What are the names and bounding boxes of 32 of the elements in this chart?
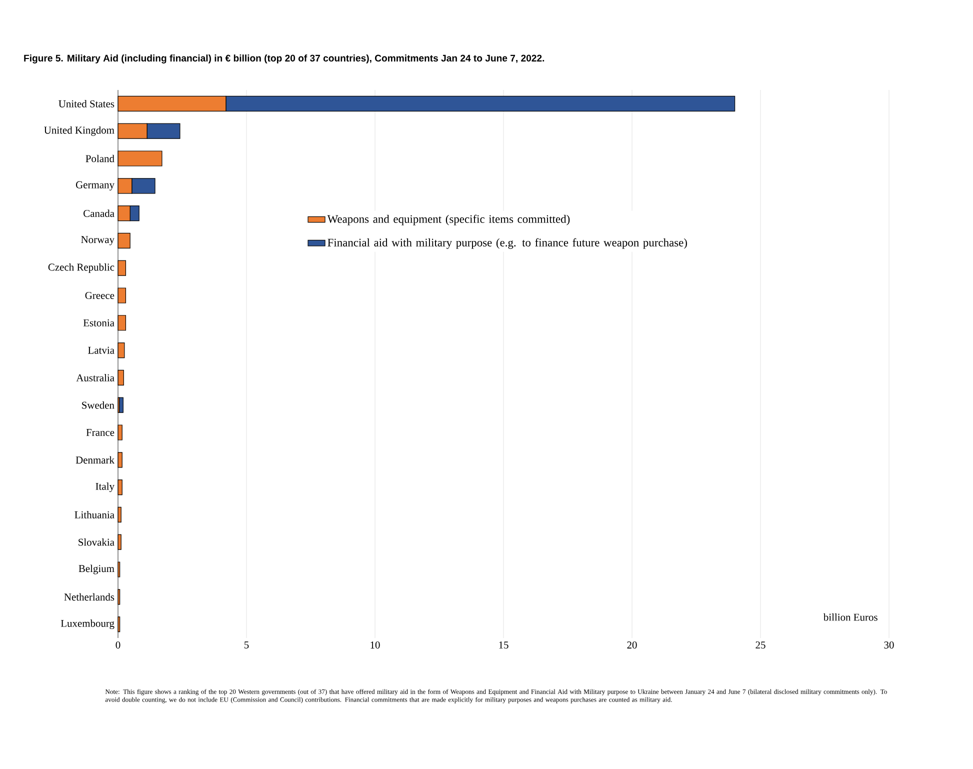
y-tick-label: Latvia — [88, 346, 114, 354]
y-tick-label: Norway — [81, 236, 114, 246]
y-tick-label: France — [86, 429, 114, 436]
x-tick-label: 10 — [370, 642, 380, 649]
chart-title: Figure 5. Military Aid (including financial) in € billion (top 20 of 37 countries), Commitments Jan 24 to June 7, 2022. — [24, 54, 544, 64]
y-tick-label: Italy — [96, 482, 114, 492]
y-tick-label: Denmark — [76, 456, 114, 464]
y-tick-label: Luxembourg — [60, 620, 114, 630]
y-tick-label: Belgium — [78, 564, 114, 574]
y-tick-label: Netherlands — [64, 593, 114, 601]
x-tick-label: 25 — [756, 642, 766, 649]
x-tick-label: 5 — [244, 642, 249, 648]
y-tick-label: Greece — [85, 292, 114, 300]
x-tick-label: 20 — [627, 642, 637, 649]
legend-label: Financial aid with military purpose (e.g. to finance future weapon purchase) — [328, 238, 687, 249]
legend-label: Weapons and equipment (specific items committed) — [327, 214, 570, 226]
x-axis-title: billion Euros — [823, 613, 878, 621]
y-tick-label: Estonia — [83, 319, 114, 326]
y-tick-label: Germany — [76, 181, 114, 190]
bar — [118, 397, 124, 413]
x-tick-label: 0 — [116, 642, 120, 649]
y-tick-label: Poland — [86, 154, 114, 162]
y-tick-label: Lithuania — [74, 511, 114, 518]
y-tick-label: Australia — [76, 374, 114, 382]
y-tick-label: United Kingdom — [44, 126, 114, 136]
x-tick-label: 15 — [499, 642, 508, 649]
y-tick-label: Sweden — [82, 401, 114, 409]
x-tick-label: 30 — [884, 642, 894, 649]
y-tick-label: Slovakia — [78, 538, 114, 546]
y-tick-label: Canada — [84, 210, 114, 217]
y-tick-label: United States — [58, 100, 114, 108]
y-tick-label: Czech Republic — [48, 263, 114, 273]
